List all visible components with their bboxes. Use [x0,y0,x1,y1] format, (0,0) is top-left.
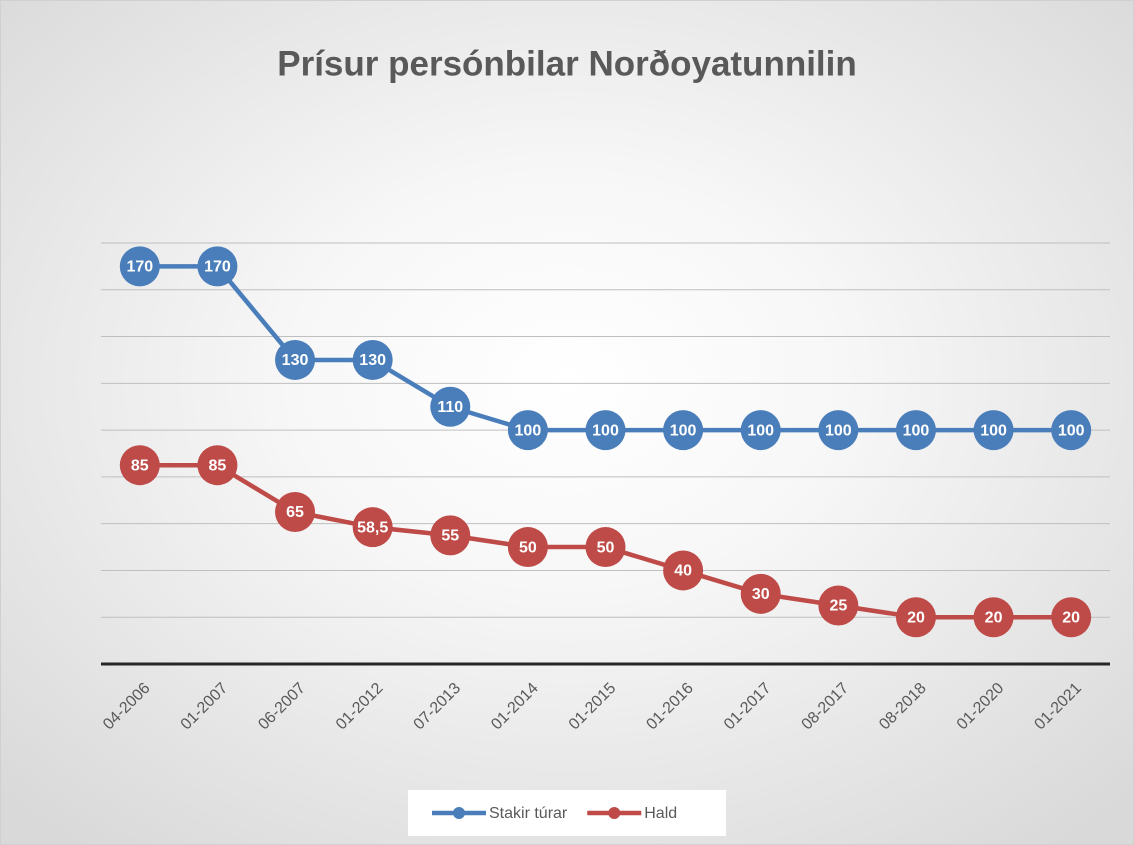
data-label: 50 [519,539,537,556]
marker [585,410,626,451]
data-label: 100 [515,422,542,439]
marker [507,410,548,451]
data-label: 170 [204,259,231,276]
data-label: 100 [825,422,852,439]
marker [430,515,471,556]
marker [663,550,704,591]
marker [740,410,781,451]
marker [430,386,471,427]
data-label: 100 [980,422,1007,439]
marker [740,573,781,614]
marker [973,410,1014,451]
data-label: 58,5 [357,519,388,536]
marker [1051,410,1092,451]
data-label: 30 [752,586,770,603]
legend-marker [608,807,621,819]
marker [973,597,1014,638]
marker [663,410,704,451]
marker [818,410,859,451]
marker [507,527,548,568]
marker [275,491,316,532]
data-label: 110 [437,399,463,416]
marker [197,246,238,287]
data-label: 100 [670,422,697,439]
marker [818,585,859,626]
data-label: 100 [747,422,774,439]
data-label: 25 [829,598,847,615]
marker [119,246,160,287]
data-label: 55 [441,528,459,545]
marker [895,597,936,638]
data-label: 20 [907,609,925,626]
marker [585,527,626,568]
marker [352,339,393,380]
data-label: 20 [985,609,1003,626]
data-label: 170 [126,259,153,276]
data-label: 100 [592,422,619,439]
marker [352,507,393,548]
marker [119,445,160,486]
data-label: 50 [597,539,615,556]
marker [275,339,316,380]
data-label: 85 [209,457,227,474]
chart-title: Prísur persónbilar Norðoyatunnilin [277,44,857,83]
data-label: 20 [1062,609,1080,626]
data-label: 100 [1058,422,1085,439]
data-label: 85 [131,457,149,474]
data-label: 130 [359,352,386,369]
data-label: 40 [674,563,692,580]
legend-label: Hald [644,805,677,822]
legend-marker [453,807,465,819]
legend-label: Stakir túrar [489,805,568,822]
data-label: 65 [286,504,304,521]
marker [197,445,238,486]
data-label: 100 [903,422,930,439]
marker [1051,597,1092,638]
data-label: 130 [282,352,309,369]
marker [895,410,936,451]
